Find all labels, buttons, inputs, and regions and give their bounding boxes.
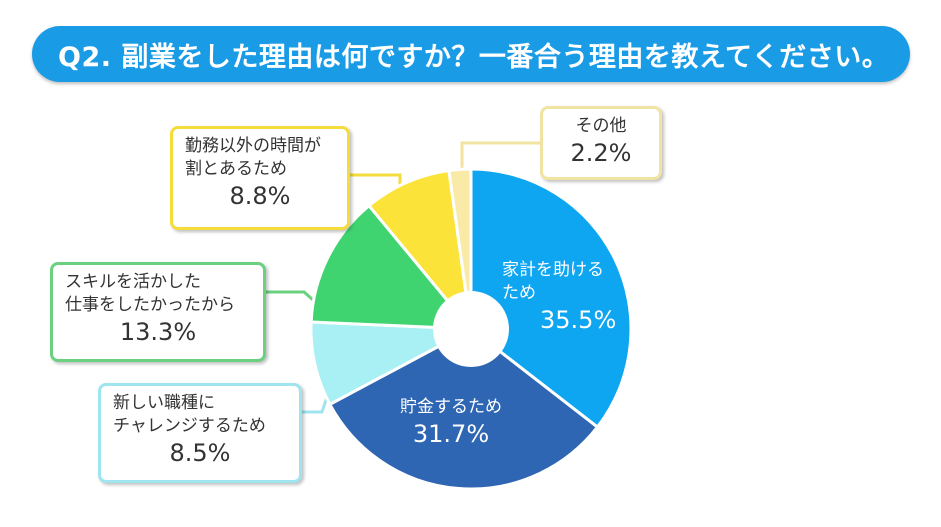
callout-new-job: 新しい職種に チャレンジするため 8.5% bbox=[98, 383, 302, 483]
donut-slice-4 bbox=[366, 168, 474, 335]
donut-slice-5 bbox=[447, 167, 473, 330]
new-job-label-line1: 新しい職種に bbox=[113, 393, 215, 413]
new-job-label-line2: チャレンジするため bbox=[113, 416, 266, 436]
callout-other: その他 2.2% bbox=[540, 106, 662, 180]
slice-label-savings: 貯金するため 31.7% bbox=[400, 396, 502, 449]
donut-slices bbox=[309, 167, 633, 491]
donut-slice-2 bbox=[309, 320, 477, 407]
other-pct: 2.2% bbox=[570, 139, 632, 167]
chart-title: Q2. 副業をした理由は何ですか？一番合う理由を教えてください。 bbox=[32, 26, 910, 82]
savings-pct: 31.7% bbox=[412, 420, 490, 448]
free-time-label-line1: 勤務以外の時間が bbox=[185, 136, 321, 156]
leader-other bbox=[460, 141, 542, 176]
skills-label-line1: スキルを活かした bbox=[65, 272, 201, 292]
savings-label-line1: 貯金するため bbox=[400, 397, 502, 417]
callout-skills: スキルを活かした 仕事をしたかったから 13.3% bbox=[50, 262, 266, 362]
slice-label-household: 家計を助ける ため 35.5% bbox=[502, 259, 616, 335]
free-time-label-line2: 割とあるため bbox=[185, 159, 287, 179]
new-job-pct: 8.5% bbox=[169, 439, 231, 467]
household-label-line2: ため bbox=[502, 283, 536, 303]
donut-slice-0 bbox=[469, 167, 633, 430]
donut-slice-3 bbox=[309, 203, 475, 331]
free-time-pct: 8.8% bbox=[229, 182, 291, 210]
donut-hole bbox=[433, 291, 509, 367]
household-pct: 35.5% bbox=[540, 306, 617, 334]
skills-pct: 13.3% bbox=[119, 318, 197, 346]
skills-label-line2: 仕事をしたかったから bbox=[65, 295, 235, 315]
callout-free-time: 勤務以外の時間が 割とあるため 8.8% bbox=[170, 126, 350, 230]
household-label-line1: 家計を助ける bbox=[502, 260, 604, 280]
other-label-line1: その他 bbox=[575, 116, 627, 136]
